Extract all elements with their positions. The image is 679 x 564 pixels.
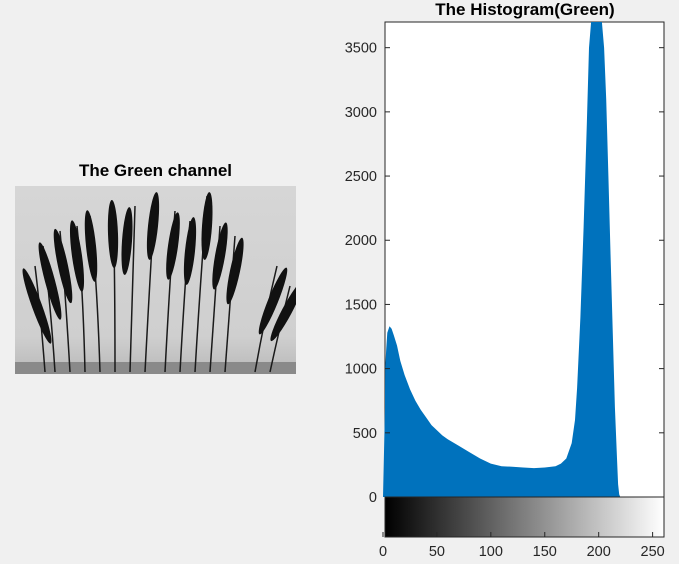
plot-area (384, 21, 665, 498)
x-tick-label: 250 (641, 544, 665, 560)
y-axis: 0 500 1000 1500 2000 2500 3000 3500 (345, 41, 664, 506)
y-tick-label: 3500 (345, 41, 377, 57)
y-tick-label: 1500 (345, 297, 377, 313)
x-tick-label: 150 (533, 544, 557, 560)
x-axis: 0 50 100 150 200 250 (379, 532, 665, 560)
y-tick-label: 500 (353, 426, 377, 442)
x-tick-label: 100 (479, 544, 503, 560)
x-tick-label: 200 (587, 544, 611, 560)
chart-title: The Histogram(Green) (435, 0, 615, 19)
image-title: The Green channel (78, 161, 233, 180)
green-channel-image (15, 186, 296, 374)
y-tick-label: 0 (369, 490, 377, 506)
y-tick-label: 3000 (345, 105, 377, 121)
histogram-bars (383, 22, 658, 497)
y-tick-label: 2500 (345, 169, 377, 185)
x-tick-label: 0 (379, 544, 387, 560)
y-tick-label: 2000 (345, 233, 377, 249)
grayscale-colorbar (384, 496, 665, 538)
y-tick-label: 1000 (345, 362, 377, 378)
x-tick-label: 50 (429, 544, 445, 560)
